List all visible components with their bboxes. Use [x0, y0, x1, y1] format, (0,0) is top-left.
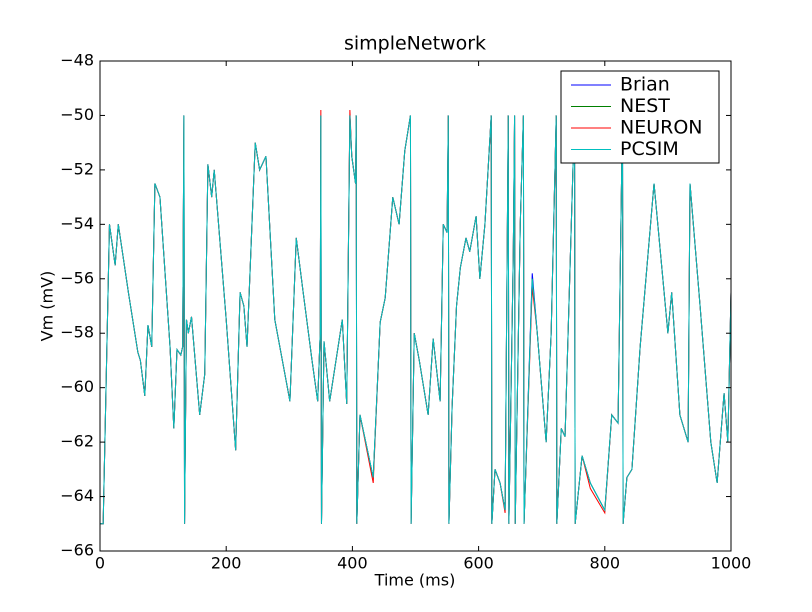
legend-label: PCSIM: [620, 138, 679, 160]
x-tick-label: 800: [590, 554, 621, 573]
x-tick-label: 200: [211, 554, 242, 573]
y-axis-label: Vm (mV): [38, 271, 57, 342]
y-tick-label: −60: [60, 377, 94, 396]
legend-label: NEST: [620, 95, 670, 117]
legend-box: [560, 70, 720, 164]
x-axis-label: Time (ms): [374, 571, 456, 590]
x-tick-label: 600: [463, 554, 494, 573]
legend-label: NEURON: [620, 117, 703, 139]
y-tick-label: −54: [60, 214, 94, 233]
y-tick-label: −52: [60, 159, 94, 178]
chart-title: simpleNetwork: [344, 33, 486, 55]
plot-frame: [99, 60, 732, 552]
x-tick-label: 400: [337, 554, 368, 573]
x-tick-label: 0: [95, 554, 105, 573]
y-tick-label: −64: [60, 486, 94, 505]
y-tick-label: −48: [60, 51, 94, 70]
legend-label: Brian: [620, 74, 670, 96]
x-tick-label: 1000: [711, 554, 752, 573]
y-tick-label: −50: [60, 105, 94, 124]
y-tick-label: −62: [60, 432, 94, 451]
y-tick-label: −58: [60, 323, 94, 342]
series-line: [100, 115, 732, 525]
y-tick-label: −66: [60, 541, 94, 560]
y-tick-label: −56: [60, 268, 94, 287]
